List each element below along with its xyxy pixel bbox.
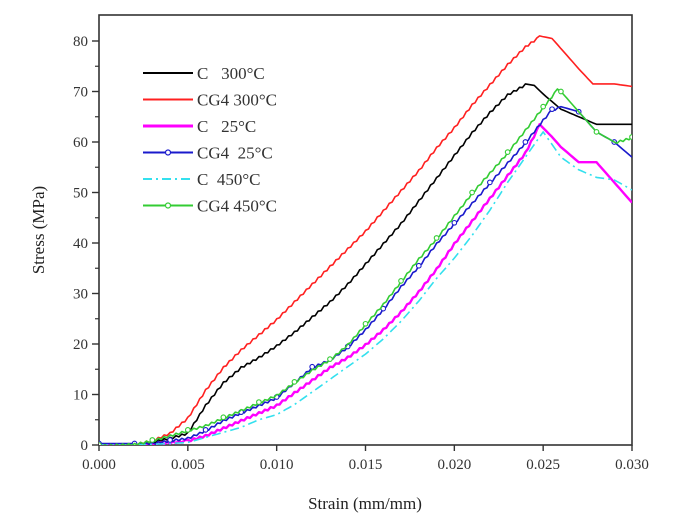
series-line	[99, 123, 632, 445]
series-marker	[433, 235, 440, 241]
series-marker	[167, 437, 173, 443]
series-marker	[540, 103, 547, 110]
series-marker	[558, 88, 564, 95]
series-marker	[451, 219, 458, 226]
series-layer	[99, 35, 632, 445]
series-line	[99, 35, 632, 445]
y-tick-label: 30	[73, 287, 88, 303]
series-marker	[487, 179, 493, 186]
y-tick-label: 70	[73, 85, 88, 101]
x-tick-label: 0.005	[171, 457, 205, 473]
y-axis-title: Stress (MPa)	[29, 186, 48, 274]
x-axis-title: Strain (mm/mm)	[308, 494, 422, 513]
series-marker	[184, 427, 191, 433]
legend: C 300°C CG4 300°C C 25°C CG4 25°C C 450°C CG4…	[143, 64, 277, 216]
legend-label: C 300°C	[197, 64, 265, 83]
y-tick-label: 20	[73, 337, 88, 353]
series-marker	[362, 320, 369, 327]
legend-marker	[164, 149, 172, 156]
x-tick-label: 0.000	[82, 457, 116, 473]
y-tick-label: 50	[73, 186, 88, 202]
series-marker	[415, 262, 422, 269]
series-marker	[149, 437, 156, 443]
series-marker	[629, 134, 632, 140]
series-marker	[309, 363, 316, 370]
series-marker	[327, 356, 333, 363]
series-marker	[504, 149, 511, 155]
y-tick-label: 40	[73, 236, 88, 252]
legend-label: C 25°C	[197, 117, 256, 136]
series-marker	[99, 442, 102, 445]
series-marker	[291, 379, 298, 385]
series-marker	[398, 278, 404, 284]
series-marker	[256, 399, 262, 405]
legend-label: CG4 450°C	[197, 197, 277, 216]
series-marker	[220, 414, 227, 421]
y-tick-label: 60	[73, 135, 88, 151]
series-line	[99, 88, 632, 445]
series-marker	[469, 189, 475, 196]
series-line	[99, 105, 632, 445]
x-tick-label: 0.030	[615, 457, 649, 473]
y-tick-label: 10	[73, 388, 88, 404]
legend-label: CG4 300°C	[197, 91, 277, 110]
series-marker	[522, 139, 529, 145]
legend-marker	[164, 202, 172, 209]
x-tick-label: 0.025	[526, 457, 560, 473]
series-marker	[593, 129, 600, 135]
x-axis: 0.000 0.005 0.010 0.015 0.020 0.025 0.030	[82, 445, 649, 473]
series-marker	[549, 106, 555, 113]
x-tick-label: 0.020	[437, 457, 471, 473]
x-tick-label: 0.015	[349, 457, 383, 473]
y-tick-label: 0	[81, 438, 89, 454]
x-tick-label: 0.010	[260, 457, 294, 473]
legend-label: C 450°C	[197, 170, 260, 189]
series-line	[99, 131, 632, 445]
legend-label: CG4 25°C	[197, 144, 273, 163]
y-axis: 0 10 20 30 40 50 60 70 80	[73, 34, 99, 454]
y-tick-label: 80	[73, 34, 88, 50]
series-marker	[202, 427, 209, 433]
